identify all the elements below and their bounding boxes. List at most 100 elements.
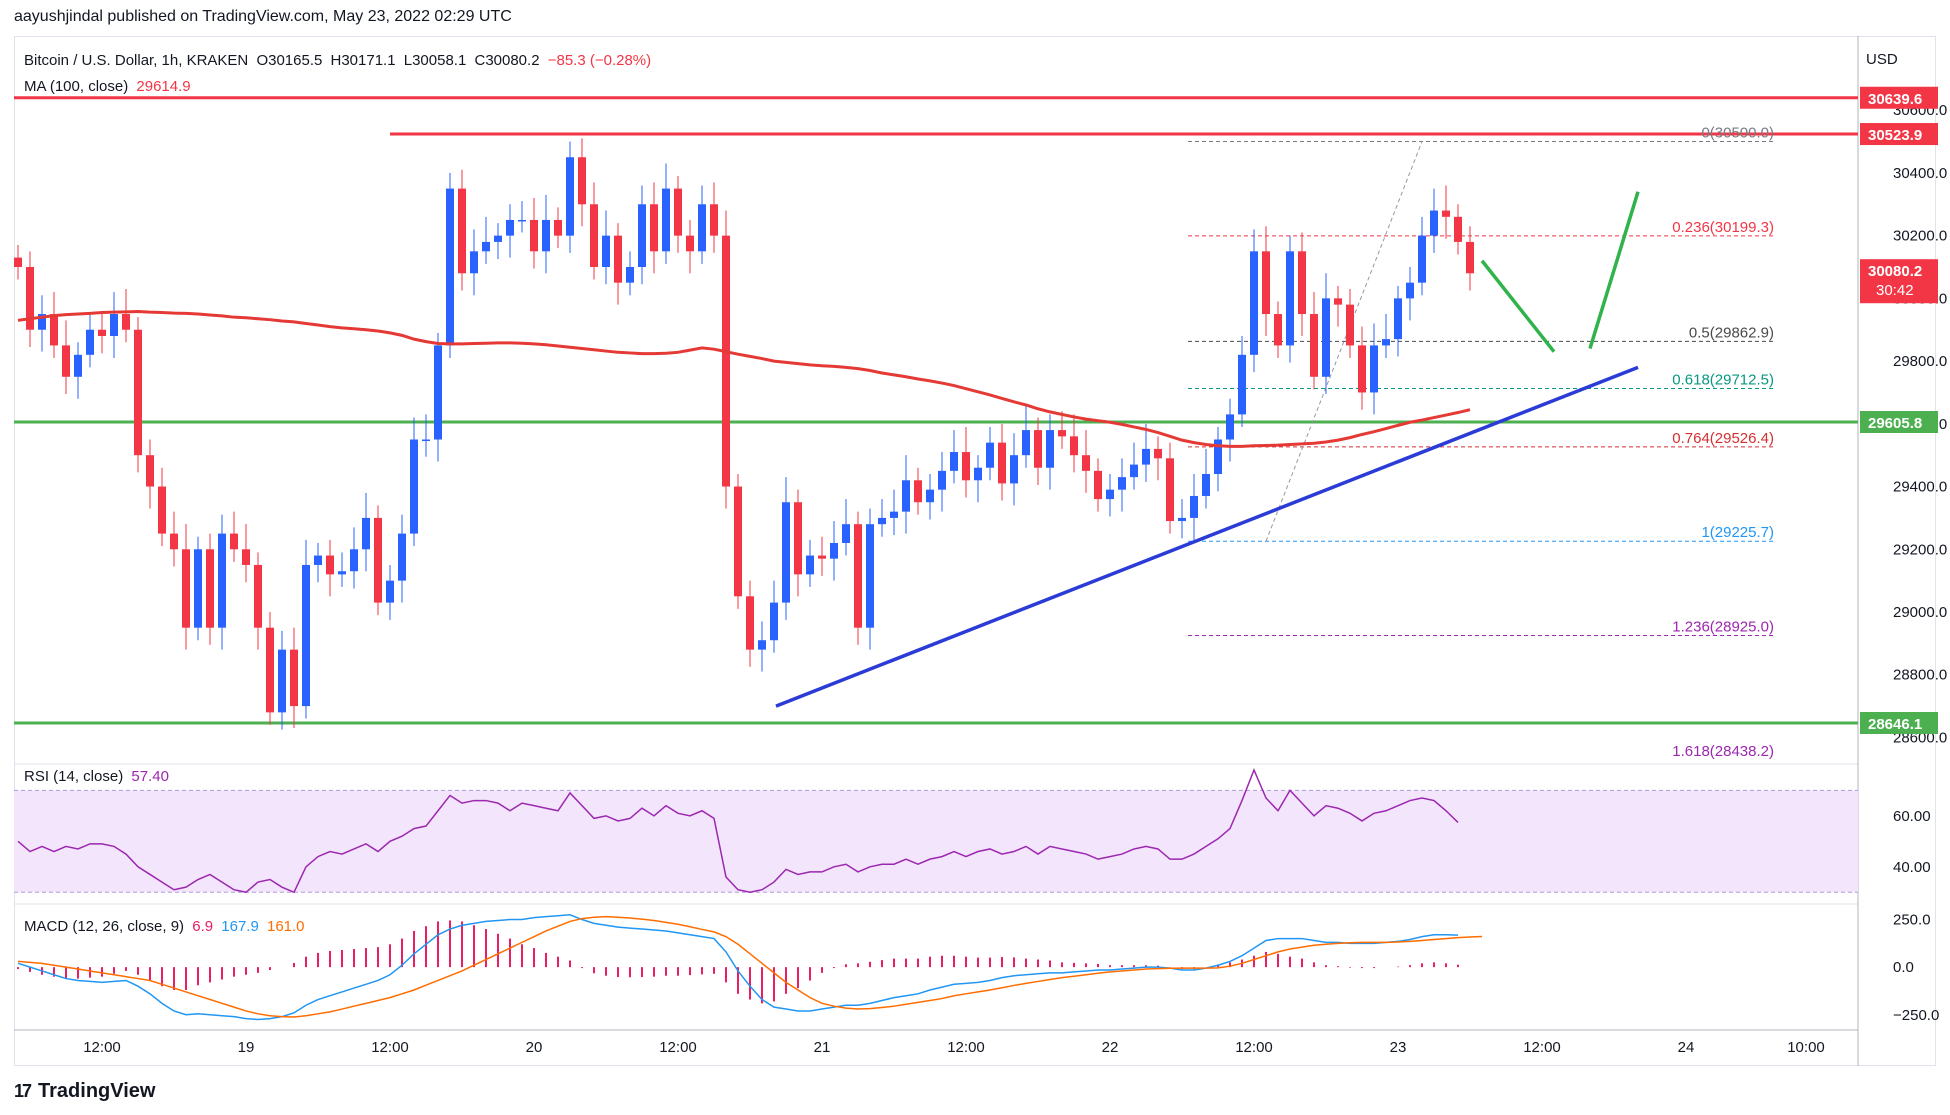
macd-tick-label: −250.0	[1893, 1007, 1939, 1024]
symbol-title[interactable]: Bitcoin / U.S. Dollar, 1h, KRAKEN	[24, 52, 249, 69]
candle-up	[422, 439, 430, 441]
time-tick-label: 12:00	[83, 1039, 121, 1056]
candle-up	[758, 640, 766, 650]
price-tick-label: 29200.0	[1893, 541, 1947, 558]
candle-down	[146, 455, 154, 487]
candle-up	[878, 517, 886, 525]
support-price-label: 29605.8	[1868, 415, 1922, 432]
candle-up	[278, 649, 286, 713]
candle-up	[1418, 235, 1426, 283]
candle-down	[746, 596, 754, 650]
candle-up	[218, 533, 226, 628]
candle-down	[1058, 430, 1066, 437]
candle-up	[830, 543, 838, 559]
price-tick-label: 29000.0	[1893, 604, 1947, 621]
price-tick-label: 29800.0	[1893, 353, 1947, 370]
rsi-label: RSI (14, close)	[24, 768, 124, 785]
fib-level-label: 1.236(28925.0)	[1672, 619, 1774, 636]
candle-down	[1274, 314, 1282, 346]
candle-down	[686, 235, 694, 252]
candle-down	[590, 204, 598, 267]
candle-up	[842, 524, 850, 543]
candle-up	[446, 188, 454, 346]
candle-down	[98, 329, 106, 336]
fib-level-label: 1.618(28438.2)	[1672, 743, 1774, 760]
currency-label: USD	[1866, 51, 1898, 68]
candle-up	[1106, 489, 1114, 500]
candle-up	[1010, 455, 1018, 484]
projection-up-leg	[1588, 191, 1640, 350]
time-tick-label: 12:00	[1235, 1039, 1273, 1056]
ma-legend[interactable]: MA (100, close) 29614.9	[24, 78, 191, 95]
candle-up	[110, 314, 118, 336]
resistance-price-tag	[1860, 123, 1938, 146]
ohlc-open: O30165.5	[256, 52, 323, 69]
fib-level-label: 0.618(29712.5)	[1672, 372, 1774, 389]
candle-up	[950, 452, 958, 471]
candle-up	[314, 555, 322, 565]
candle-up	[806, 555, 814, 575]
candle-down	[1094, 470, 1102, 500]
candle-down	[26, 267, 34, 330]
rsi-value: 57.40	[131, 768, 169, 785]
candle-up	[86, 329, 94, 355]
fib-level-label: 0(30500.0)	[1701, 125, 1774, 142]
candle-up	[602, 235, 610, 267]
tradingview-logo[interactable]: 17 TradingView	[14, 1080, 155, 1103]
candle-up	[1286, 251, 1294, 346]
macd-signal-line	[17, 915, 1483, 1018]
candle-down	[1442, 210, 1450, 217]
candle-down	[158, 486, 166, 534]
candle-down	[614, 235, 622, 283]
time-tick-label: 12:00	[1523, 1039, 1561, 1056]
candle-up	[1118, 477, 1126, 490]
candle-up	[1046, 430, 1054, 468]
candle-down	[1262, 251, 1270, 315]
rsi-band	[14, 790, 1858, 893]
support-price-tag	[1860, 711, 1938, 734]
ma-label: MA (100, close)	[24, 78, 129, 95]
candle-down	[134, 329, 142, 456]
candle-up	[1406, 282, 1414, 299]
candle-down	[1154, 448, 1162, 459]
price-tick-label: 28800.0	[1893, 667, 1947, 684]
time-tick-label: 22	[1102, 1039, 1119, 1056]
candle-down	[914, 480, 922, 503]
price-tick-label: 30200.0	[1893, 228, 1947, 245]
macd-signal-value: 161.0	[266, 918, 305, 935]
candle-down	[14, 257, 22, 267]
candle-down	[1298, 251, 1306, 315]
macd-legend[interactable]: MACD (12, 26, close, 9) 6.9 167.9 161.0	[24, 918, 305, 935]
ohlc-high: H30171.1	[330, 52, 396, 69]
candle-up	[566, 157, 574, 236]
candle-down	[242, 549, 250, 565]
candle-up	[38, 314, 46, 330]
candle-up	[1178, 517, 1186, 522]
candle-down	[122, 314, 130, 330]
candle-up	[1214, 439, 1222, 474]
tradingview-brand: TradingView	[38, 1080, 156, 1102]
macd-tick-label: 0.0	[1893, 959, 1914, 976]
rsi-legend[interactable]: RSI (14, close) 57.40	[24, 768, 169, 785]
candle-down	[578, 157, 586, 205]
ohlc-change: −85.3 (−0.28%)	[547, 52, 652, 69]
candle-down	[998, 442, 1006, 484]
candle-up	[1430, 210, 1438, 236]
candle-up	[362, 517, 370, 550]
candle-up	[1142, 448, 1150, 465]
candle-down	[374, 517, 382, 603]
candle-down	[722, 235, 730, 487]
candle-down	[1310, 314, 1318, 377]
candle-up	[1382, 339, 1390, 346]
candle-up	[782, 502, 790, 603]
candle-up	[518, 219, 526, 222]
candle-up	[494, 235, 502, 242]
candle-up	[926, 489, 934, 503]
candle-up	[302, 564, 310, 707]
symbol-legend: Bitcoin / U.S. Dollar, 1h, KRAKEN O30165…	[24, 52, 651, 69]
candle-down	[206, 549, 214, 628]
fib-level-label: 1(29225.7)	[1701, 524, 1774, 541]
fib-level-label: 0.5(29862.9)	[1689, 324, 1774, 341]
candle-up	[1322, 298, 1330, 377]
